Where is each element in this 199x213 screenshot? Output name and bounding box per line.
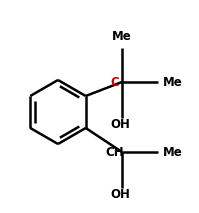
Text: OH: OH <box>110 118 130 131</box>
Text: C: C <box>111 75 119 88</box>
Text: CH: CH <box>106 145 124 158</box>
Text: Me: Me <box>163 75 183 88</box>
Text: Me: Me <box>112 30 132 43</box>
Text: OH: OH <box>110 189 130 201</box>
Text: Me: Me <box>163 145 183 158</box>
